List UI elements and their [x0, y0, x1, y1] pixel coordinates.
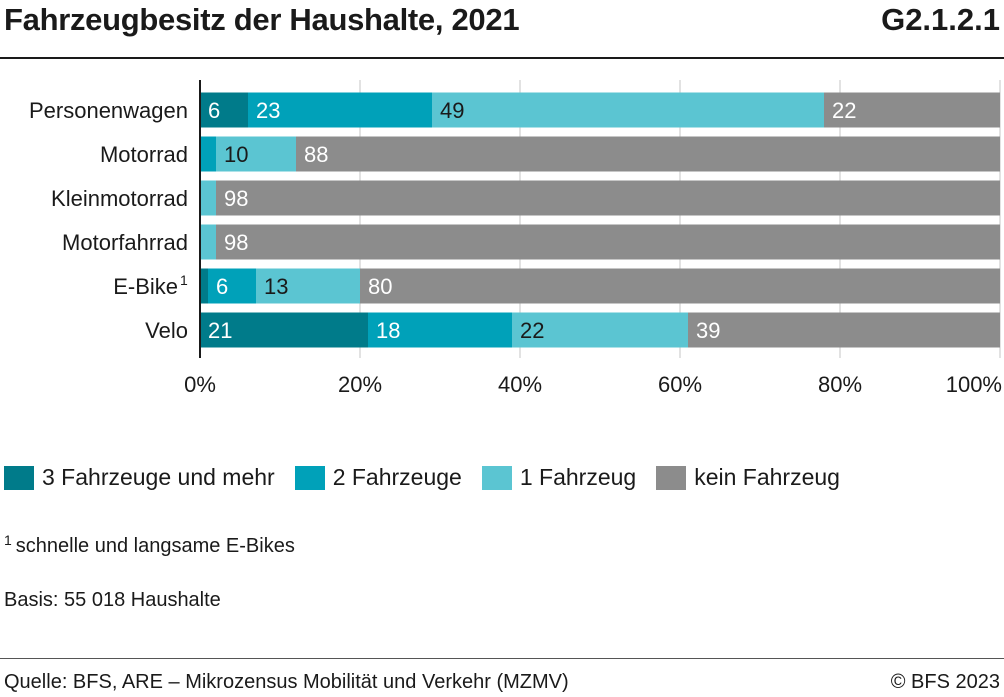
bar-segment [296, 136, 1000, 172]
source-note: Quelle: BFS, ARE – Mikrozensus Mobilität… [4, 671, 569, 693]
bar-segment [216, 136, 296, 172]
bar-segment [360, 268, 1000, 304]
chart-legend: 3 Fahrzeuge und mehr 2 Fahrzeuge 1 Fahrzeu… [4, 464, 860, 491]
legend-swatch [481, 465, 512, 490]
footer-divider [0, 658, 1004, 659]
x-tick-label: 40% [498, 372, 542, 397]
legend-label: 1 Fahrzeug [519, 464, 637, 490]
bar-segment [512, 312, 688, 348]
bar-segment [216, 224, 1000, 260]
legend-swatch [294, 465, 325, 490]
footnote: 1 schnelle und langsame E-Bikes [4, 532, 295, 558]
data-label: 10 [224, 142, 248, 167]
data-label: 98 [224, 230, 248, 255]
bar-segment [200, 92, 248, 128]
bar-segment [256, 268, 360, 304]
data-label: 6 [216, 274, 228, 299]
bar-segment [216, 180, 1000, 216]
data-label: 13 [264, 274, 288, 299]
x-tick-label: 100% [946, 372, 1002, 397]
category-label: Motorfahrrad [62, 230, 188, 255]
legend-label: 2 Fahrzeuge [332, 464, 462, 490]
data-label: 22 [832, 98, 856, 123]
header-divider [0, 57, 1004, 59]
category-label: Velo [145, 318, 188, 343]
category-label: Personenwagen [29, 98, 188, 123]
category-label: Kleinmotorrad [51, 186, 188, 211]
footnote-text: schnelle und langsame E-Bikes [15, 535, 295, 557]
footnote-marker: 1 [4, 532, 12, 548]
bar-segment [200, 224, 216, 260]
chart-id: G2.1.2.1 [881, 2, 1000, 37]
bar-segment [688, 312, 1000, 348]
x-tick-label: 0% [184, 372, 216, 397]
chart-title: Fahrzeugbesitz der Haushalte, 2021 [4, 2, 520, 37]
legend-swatch [4, 465, 34, 490]
legend-item: 1 Fahrzeug [481, 464, 637, 491]
data-label: 98 [224, 186, 248, 211]
basis-note: Basis: 55 018 Haushalte [4, 589, 221, 611]
bar-segment [368, 312, 512, 348]
legend-item: 2 Fahrzeuge [294, 464, 462, 491]
legend-item: 3 Fahrzeuge und mehr [4, 464, 275, 491]
x-tick-label: 80% [818, 372, 862, 397]
data-label: 39 [696, 318, 720, 343]
bar-segment [200, 136, 216, 172]
data-label: 80 [368, 274, 392, 299]
legend-label: 3 Fahrzeuge und mehr [42, 464, 275, 490]
legend-label: kein Fahrzeug [694, 464, 840, 490]
bar-segment [432, 92, 824, 128]
bar-segment [248, 92, 432, 128]
category-footnote-marker: 1 [180, 272, 188, 288]
data-label: 49 [440, 98, 464, 123]
data-label: 21 [208, 318, 232, 343]
data-label: 6 [208, 98, 220, 123]
x-tick-label: 60% [658, 372, 702, 397]
data-label: 23 [256, 98, 280, 123]
copyright: © BFS 2023 [890, 671, 1000, 693]
legend-swatch [656, 465, 687, 490]
x-tick-label: 20% [338, 372, 382, 397]
bar-segment [200, 312, 368, 348]
category-label: E-Bike [113, 274, 178, 299]
stacked-bar-chart: 6 23 49 22 Personenwagen 10 88 Motorrad 98 Kleinm… [29, 80, 1002, 397]
bar-segment [200, 180, 216, 216]
category-label: Motorrad [100, 142, 188, 167]
data-label: 18 [376, 318, 400, 343]
bar-segment [200, 268, 208, 304]
data-label: 88 [304, 142, 328, 167]
bar-segment [208, 268, 256, 304]
data-label: 22 [520, 318, 544, 343]
legend-item: kein Fahrzeug [656, 464, 840, 491]
bar-segment [824, 92, 1000, 128]
